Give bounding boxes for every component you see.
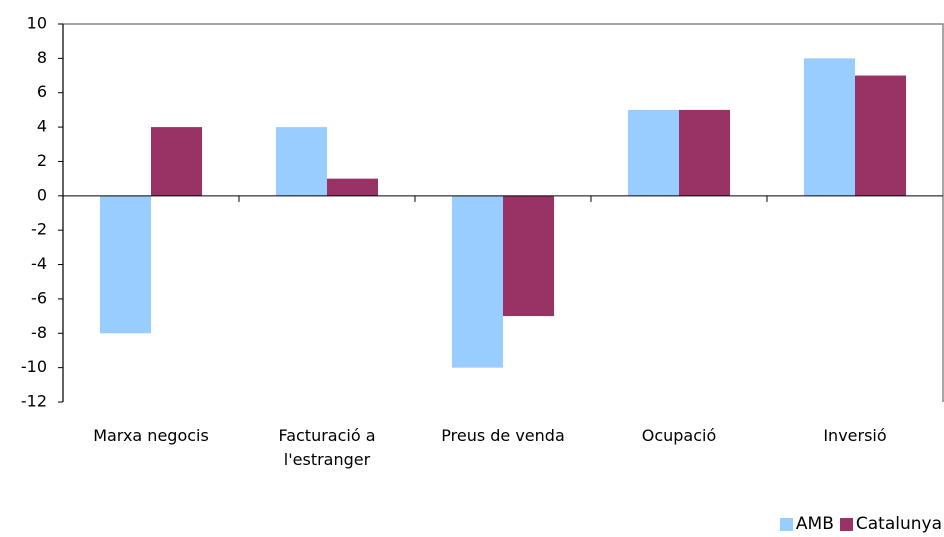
bar [327,178,379,196]
x-tick-label: Inversió [823,426,887,445]
bar [99,195,151,334]
x-tick-label: Facturació a l'estranger [278,426,376,469]
y-tick-label: 4 [37,117,47,136]
bar [627,109,679,196]
y-tick-label: -8 [31,323,47,342]
legend-swatch [779,517,793,531]
x-tick-label: Ocupació [641,426,717,445]
legend: AMB Catalunya [774,514,942,534]
bar [803,58,855,196]
y-tick-label: 0 [37,185,47,204]
y-tick-label: -10 [21,357,47,376]
y-tick-label: 8 [37,48,47,67]
x-tick-label: Marxa negocis [93,426,209,445]
y-tick-label: 10 [27,14,47,33]
y-tick-label: -4 [31,254,47,273]
bar [275,127,327,196]
y-tick-label: 2 [37,151,47,170]
y-tick-label: -2 [31,220,47,239]
bar [855,75,907,196]
legend-swatch [839,517,853,531]
legend-label: AMB [795,514,834,534]
bar [503,195,555,317]
bar [679,109,731,196]
bar [451,195,503,368]
legend-label: Catalunya [855,514,942,534]
bar [151,127,203,196]
y-tick-label: -12 [21,392,47,411]
x-tick-label: Preus de venda [441,426,565,445]
y-tick-label: -6 [31,288,47,307]
y-tick-label: 6 [37,82,47,101]
